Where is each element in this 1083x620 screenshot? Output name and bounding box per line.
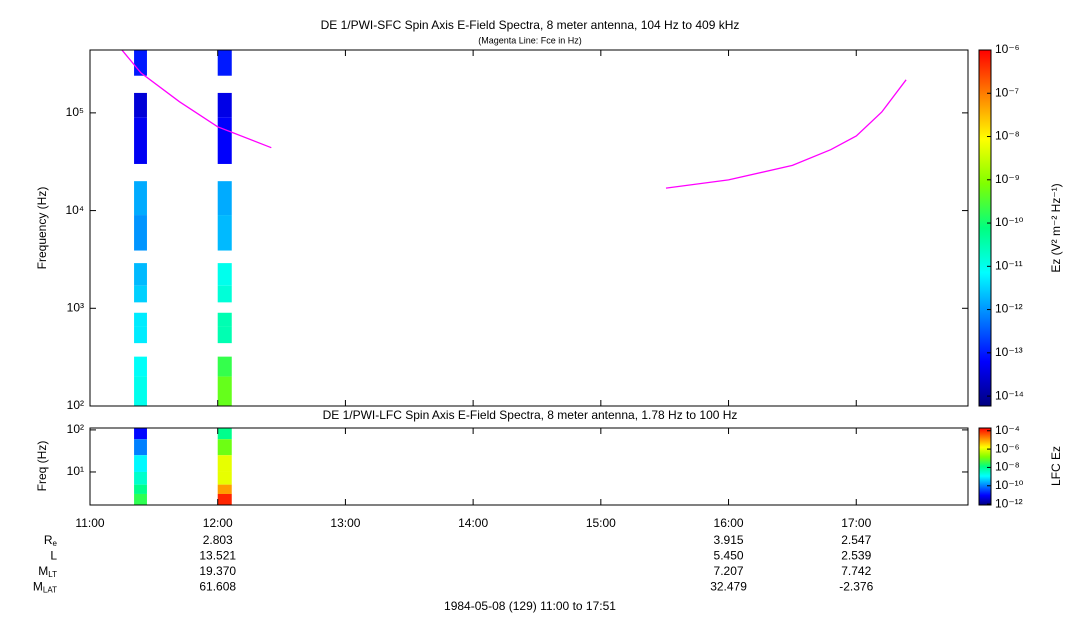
colorbar-tick-label: 10⁻⁸ xyxy=(995,129,1020,143)
spectrogram-cell xyxy=(217,50,232,76)
spectrogram-cell xyxy=(217,215,232,251)
colorbar-tick-label: 10⁻¹² xyxy=(995,302,1023,316)
spectrogram-cell xyxy=(134,263,147,286)
colorbar-tick-label: 10⁻⁷ xyxy=(995,85,1019,99)
spectrogram-cell xyxy=(217,285,232,303)
x-tick-label: 16:00 xyxy=(714,516,744,530)
spectrogram-cell xyxy=(217,471,232,485)
spectrogram-cell xyxy=(134,439,147,456)
ephemeris-value: 5.450 xyxy=(714,549,744,563)
spectrogram-cell xyxy=(134,285,147,303)
spectrogram-cell xyxy=(217,181,232,216)
colorbar-tick-label: 10⁻⁸ xyxy=(995,460,1020,474)
ephemeris-label-main: R xyxy=(44,533,53,547)
ephemeris-label-sub: LAT xyxy=(43,586,57,595)
ephemeris-label-sub: LT xyxy=(48,570,57,579)
spectrogram-cell xyxy=(134,471,147,485)
spectrogram-cell xyxy=(134,312,147,327)
y-tick-label: 10³ xyxy=(67,300,84,314)
x-tick-label: 17:00 xyxy=(841,516,871,530)
y-tick-label: 10² xyxy=(67,398,84,412)
y-tick-label: 10² xyxy=(67,422,84,436)
x-tick-label: 11:00 xyxy=(75,516,104,530)
x-tick-label: 12:00 xyxy=(203,516,233,530)
spectrogram-cell xyxy=(134,428,147,440)
y-axis-label: Frequency (Hz) xyxy=(35,187,49,270)
colorbar-tick-label: 10⁻⁹ xyxy=(995,172,1020,186)
ephemeris-value: -2.376 xyxy=(839,580,873,594)
ephemeris-label-main: M xyxy=(38,564,48,578)
spectrogram-cell xyxy=(134,493,147,505)
ephemeris-value: 2.539 xyxy=(841,549,871,563)
spectrogram-cell xyxy=(217,484,232,494)
plot-frame xyxy=(89,427,969,506)
ephemeris-label: L xyxy=(50,549,57,563)
ephemeris-label-sub: e xyxy=(53,539,58,548)
spectrogram-cell xyxy=(217,356,232,377)
spectrogram-cell xyxy=(134,92,147,118)
ephemeris-label-main: L xyxy=(50,549,57,563)
ephemeris-value: 3.915 xyxy=(714,533,744,547)
chart-title: DE 1/PWI-SFC Spin Axis E-Field Spectra, … xyxy=(321,18,740,32)
x-tick-label: 14:00 xyxy=(458,516,488,530)
y-tick-label: 10¹ xyxy=(67,464,84,478)
colorbar-tick-label: 10⁻¹⁴ xyxy=(995,388,1024,402)
y-tick-label: 10⁵ xyxy=(66,105,84,119)
spectrogram-cell xyxy=(217,439,232,456)
y-axis-label: Freq (Hz) xyxy=(35,441,49,492)
spectrogram-cell xyxy=(134,484,147,494)
spectrogram-cell xyxy=(217,428,232,440)
colorbar-tick-label: 10⁻¹⁰ xyxy=(995,215,1024,229)
x-tick-label: 15:00 xyxy=(586,516,616,530)
spectrogram-cell xyxy=(134,356,147,377)
colorbar-label: Ez (V² m⁻² Hz⁻¹) xyxy=(1049,183,1063,272)
spectrogram-cell xyxy=(134,455,147,472)
plot-area xyxy=(90,50,968,406)
colorbar xyxy=(978,427,992,506)
spectrogram-cell xyxy=(134,326,147,344)
panel-title: DE 1/PWI-LFC Spin Axis E-Field Spectra, … xyxy=(323,408,738,422)
spectrogram-cell xyxy=(217,493,232,505)
ephemeris-value: 7.207 xyxy=(714,564,744,578)
spectrogram-cell xyxy=(134,376,147,406)
ephemeris-label-main: M xyxy=(33,580,43,594)
chart-subtitle: (Magenta Line: Fce in Hz) xyxy=(478,35,582,45)
spectrogram-cell xyxy=(217,117,232,164)
spectrogram-cell xyxy=(217,376,232,406)
colorbar-tick-label: 10⁻⁴ xyxy=(995,423,1020,437)
ephemeris-value: 19.370 xyxy=(199,564,236,578)
colorbar-label: LFC Ez xyxy=(1049,446,1063,486)
ephemeris-value: 61.608 xyxy=(199,580,236,594)
fce-line xyxy=(121,50,907,189)
spectrogram-cell xyxy=(134,117,147,164)
ephemeris-label: MLAT xyxy=(33,580,57,595)
ephemeris-label: MLT xyxy=(38,564,57,579)
colorbar xyxy=(978,49,992,407)
colorbar-tick-label: 10⁻¹³ xyxy=(995,345,1023,359)
spectrogram-cell xyxy=(217,263,232,286)
ephemeris-value: 7.742 xyxy=(841,564,871,578)
ephemeris-value: 13.521 xyxy=(199,549,236,563)
spectrogram-cell xyxy=(217,312,232,327)
ephemeris-label: Re xyxy=(44,533,58,548)
y-tick-label: 10⁴ xyxy=(65,203,84,217)
colorbar-tick-label: 10⁻¹¹ xyxy=(995,258,1023,272)
footer: 1984-05-08 (129) 11:00 to 17:51 xyxy=(444,599,616,613)
spectrogram-cell xyxy=(217,92,232,118)
ephemeris-value: 32.479 xyxy=(710,580,747,594)
spectrogram-cell xyxy=(217,455,232,472)
x-tick-label: 13:00 xyxy=(330,516,360,530)
plot-frame xyxy=(89,49,969,407)
ephemeris-value: 2.803 xyxy=(203,533,233,547)
plot-area xyxy=(90,428,968,505)
colorbar-tick-label: 10⁻¹² xyxy=(995,496,1023,510)
ephemeris-value: 2.547 xyxy=(841,533,871,547)
spectrogram-cell xyxy=(217,326,232,344)
colorbar-tick-label: 10⁻⁶ xyxy=(995,42,1020,56)
spectrogram-cell xyxy=(134,215,147,251)
spectrogram-cell xyxy=(134,181,147,216)
colorbar-tick-label: 10⁻¹⁰ xyxy=(995,478,1024,492)
colorbar-tick-label: 10⁻⁶ xyxy=(995,441,1020,455)
